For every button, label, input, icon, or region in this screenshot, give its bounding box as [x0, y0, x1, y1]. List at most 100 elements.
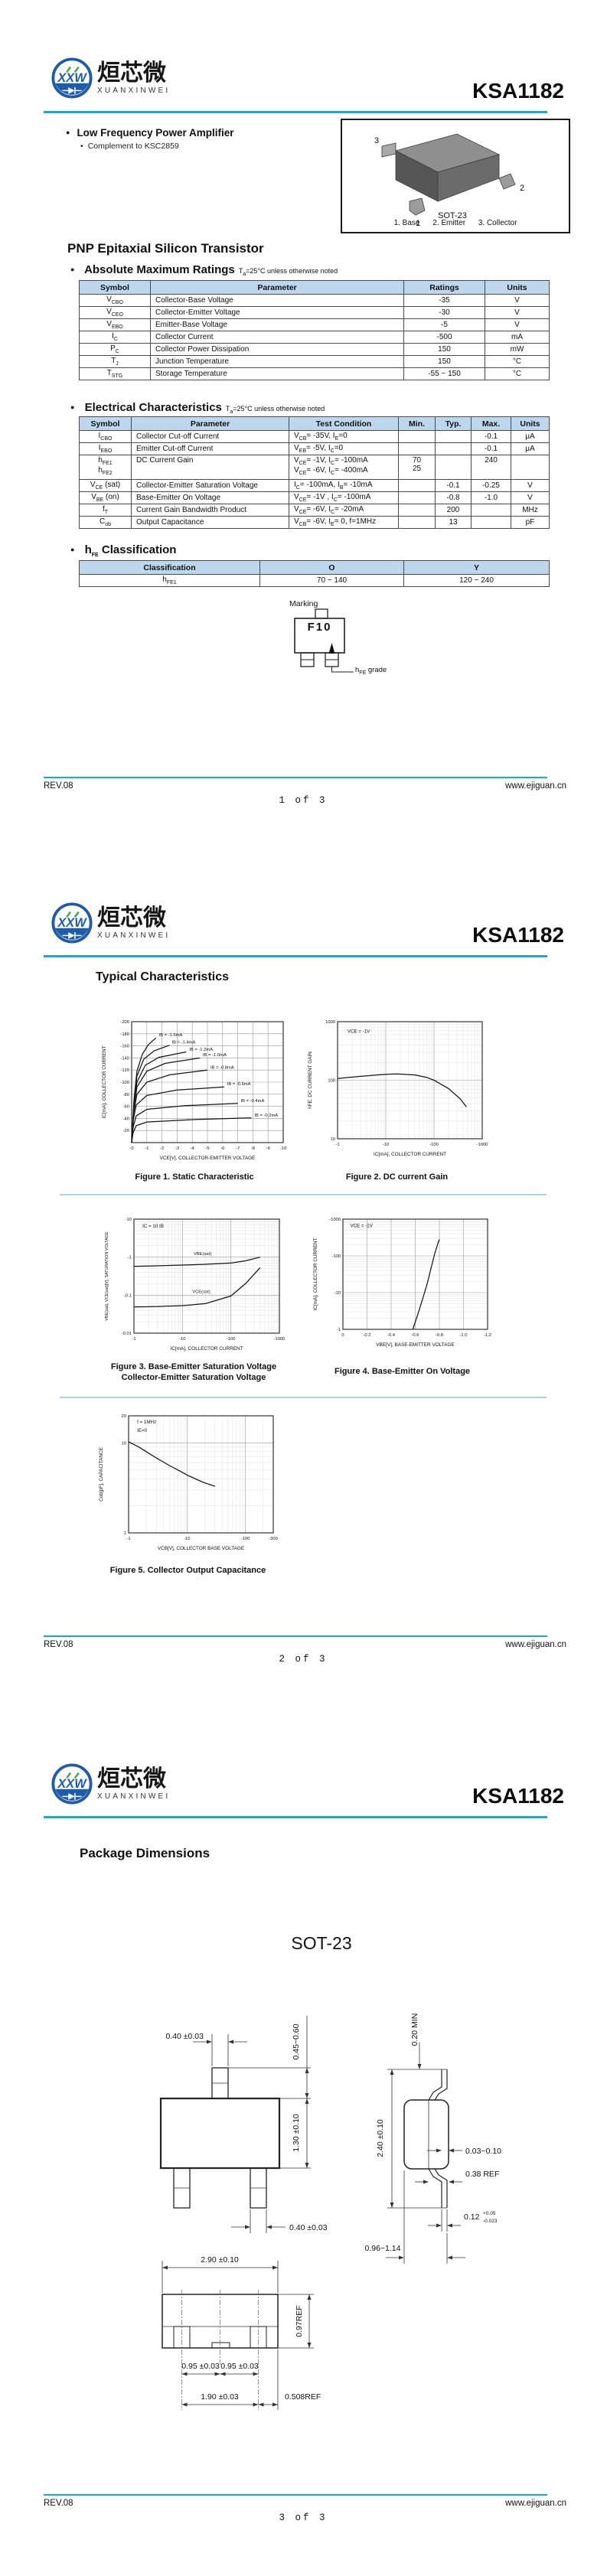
marking-code: F10: [307, 621, 332, 634]
feature-sub: Complement to KSC2859: [80, 142, 233, 151]
logo-monogram: XXW: [57, 71, 87, 85]
hfe-class-title: hFE Classification: [84, 543, 177, 558]
dim-bottom-body-width: 2.90 ±0.10: [201, 2255, 239, 2265]
company-logo: XXW 烜芯微 XUANXINWEI: [51, 57, 170, 99]
svg-text:-10: -10: [184, 1537, 190, 1541]
cell: [511, 455, 550, 480]
logo-monogram: XXW: [57, 1777, 87, 1791]
svg-text:-0.8: -0.8: [436, 1333, 443, 1338]
cell: VEB= -5V, IC=0: [289, 442, 399, 455]
table-header-row: Symbol Parameter Ratings Units: [79, 280, 550, 295]
cell: Emitter-Base Voltage: [150, 318, 404, 331]
svg-text:-100: -100: [331, 1254, 341, 1259]
cell: Collector-Base Voltage: [150, 294, 404, 307]
cell: -500: [403, 331, 485, 344]
col-header: Symbol: [79, 416, 132, 431]
dim-bottom-span: 1.90 ±0.03: [201, 2392, 239, 2402]
svg-text:-300: -300: [269, 1537, 278, 1541]
footer-page-number: 3 of 3: [279, 2512, 328, 2523]
cell: Collector Power Dissipation: [150, 343, 404, 356]
cell: VBE (on): [79, 491, 132, 504]
hfe-class-table-wrap: Classification O Y hFE1 70 ~ 140 120 ~ 2…: [79, 560, 550, 587]
logo-chinese-name: 烜芯微: [97, 60, 166, 86]
cell: 150: [403, 343, 485, 356]
table-row: VCEO Collector-Emitter Voltage -30 V: [79, 306, 550, 319]
pin1-lead: [409, 197, 426, 216]
cell: TSTG: [79, 367, 151, 380]
package-type-name: SOT-23: [291, 1933, 352, 1953]
footer-rule: [44, 777, 547, 778]
page-2: XXW 烜芯微 XUANXINWEI KSA1182 Typical Chara…: [0, 859, 607, 1717]
sot23-3d-drawing: 3 1 2 SOT-23: [374, 133, 524, 228]
logo-chinese-name: 烜芯微: [97, 1766, 166, 1792]
pin2-lead: [498, 173, 516, 190]
dim-front-top-lead-width: 0.40 ±0.03: [165, 2032, 204, 2041]
figure-1-caption: Figure 1. Static Characteristic: [135, 1172, 254, 1182]
pin-caption: 1. Base 2. Emitter 3. Collector: [342, 219, 569, 227]
cell: V: [485, 306, 550, 319]
cell: MHz: [511, 504, 550, 517]
svg-text:-1.2: -1.2: [484, 1333, 491, 1338]
svg-text:IB = -0.6mA: IB = -0.6mA: [227, 1082, 251, 1087]
logo-english-name: XUANXINWEI: [97, 1792, 171, 1801]
svg-text:20: 20: [122, 1414, 126, 1419]
figure-2-chart: -1 -10 -100 -1000 10 100 1000 IC[mA], COLLECTOR…: [301, 1012, 493, 1173]
svg-text:-160: -160: [120, 1045, 129, 1049]
cell: V: [485, 318, 550, 331]
cell: -35: [403, 294, 485, 307]
features-block: Low Frequency Power Amplifier Complement…: [66, 127, 233, 151]
cell: VCB= -6V, IE= 0, f=1MHz: [289, 516, 399, 529]
elec-char-table: Symbol Parameter Test Condition Min. Typ…: [79, 416, 550, 529]
hfe-class-table: Classification O Y hFE1 70 ~ 140 120 ~ 2…: [79, 560, 550, 587]
logo-text: 烜芯微 XUANXINWEI: [97, 906, 170, 940]
page-3: XXW 烜芯微 XUANXINWEI KSA1182 Package Dimen…: [0, 1717, 607, 2576]
table-row: TJ Junction Temperature 150 °C: [79, 355, 550, 368]
svg-text:f = 1MHz: f = 1MHz: [137, 1420, 156, 1425]
table-row: TSTG Storage Temperature -55 ~ 150 °C: [79, 367, 550, 380]
cell: [471, 504, 511, 517]
cell: [398, 504, 436, 517]
svg-text:-5: -5: [205, 1146, 209, 1151]
cell: Emitter Cut-off Current: [131, 442, 289, 455]
col-header: Classification: [79, 560, 260, 575]
dim-side-lead-tip: 0.12: [464, 2212, 480, 2222]
svg-text:VCB[V], COLLECTOR BASE VOLTAGE: VCB[V], COLLECTOR BASE VOLTAGE: [158, 1546, 244, 1551]
svg-text:VCE = -1V: VCE = -1V: [350, 1224, 373, 1229]
table-header-row: Symbol Parameter Test Condition Min. Typ…: [79, 416, 550, 431]
device-type-title: PNP Epitaxial Silicon Transistor: [67, 241, 264, 256]
svg-text:-20: -20: [123, 1129, 129, 1133]
cell: -0.25: [471, 479, 511, 492]
cell: [398, 516, 436, 529]
svg-text:-8: -8: [251, 1146, 255, 1151]
svg-text:-100: -100: [241, 1537, 250, 1541]
cell: Collector-Emitter Voltage: [150, 306, 404, 319]
side-view-drawing: 2.40 ±0.10 0.20 MIN 0.03~0.10 0.38 REF: [364, 2014, 501, 2264]
cell: mW: [485, 343, 550, 356]
logo-monogram: XXW: [57, 916, 87, 930]
table-row: PC Collector Power Dissipation 150 mW: [79, 343, 550, 356]
svg-text:-0.6: -0.6: [412, 1333, 419, 1338]
cell: -0.8: [435, 491, 472, 504]
footer-website: www.ejiguan.cn: [505, 1640, 566, 1649]
svg-text:-100: -100: [227, 1337, 236, 1342]
figure-3-caption: Figure 3. Base-Emitter Saturation Voltag…: [97, 1362, 290, 1384]
cell: -1.0: [471, 491, 511, 504]
elec-char-condition: Ta=25°C unless otherwise noted: [225, 405, 325, 415]
svg-text:-1: -1: [335, 1143, 339, 1147]
package-photo-box: 3 1 2 SOT-23 1. Base 2. Emitter 3. Colle…: [341, 119, 570, 233]
cell: VEBO: [79, 318, 151, 331]
cell: V: [511, 491, 550, 504]
svg-text:-3: -3: [175, 1146, 179, 1151]
dim-front-body-height: 1.30 ±0.10: [292, 2114, 301, 2152]
dim-side-standoff: 0.20 MIN: [410, 2014, 419, 2046]
cell: IEBO: [79, 442, 132, 455]
svg-text:-1: -1: [337, 1328, 341, 1332]
svg-text:VBE(sat): VBE(sat): [194, 1252, 211, 1257]
cell: -5: [403, 318, 485, 331]
cell: Junction Temperature: [150, 355, 404, 368]
col-header: Max.: [471, 416, 511, 431]
cell: Current Gain Bandwidth Product: [131, 504, 289, 517]
cell: 70 ~ 140: [259, 574, 404, 587]
cell: pF: [511, 516, 550, 529]
